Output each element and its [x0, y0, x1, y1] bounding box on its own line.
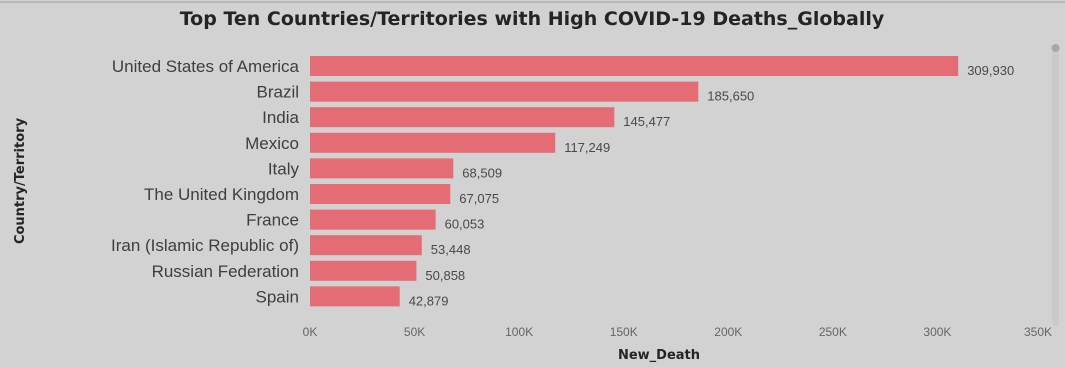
- bar[interactable]: [310, 235, 422, 256]
- chart-title: Top Ten Countries/Territories with High …: [180, 8, 885, 30]
- y-axis-title: Country/Territory: [13, 117, 28, 244]
- value-label: 53,448: [431, 242, 471, 257]
- x-tick-label: 50K: [404, 325, 425, 339]
- category-labels: United States of America Brazil India Mexic…: [111, 57, 300, 306]
- x-axis-title: New_Death: [618, 348, 700, 363]
- category-label: Iran (Islamic Republic of): [111, 236, 299, 255]
- value-label: 50,858: [425, 268, 465, 283]
- category-label: United States of America: [112, 57, 300, 76]
- scrollbar-thumb[interactable]: [1051, 44, 1060, 52]
- value-label: 67,075: [459, 191, 499, 206]
- x-tick-label: 200K: [714, 325, 742, 339]
- bar[interactable]: [310, 56, 959, 76]
- category-label: France: [246, 211, 299, 230]
- bar[interactable]: [310, 107, 615, 128]
- category-label: Mexico: [245, 134, 299, 153]
- category-label: India: [262, 108, 299, 127]
- x-tick-label: 350K: [1024, 325, 1052, 339]
- value-label: 42,879: [409, 293, 449, 308]
- value-label: 60,053: [445, 217, 485, 232]
- value-label: 309,930: [967, 63, 1014, 78]
- category-label: Italy: [268, 159, 300, 178]
- category-label: Spain: [256, 287, 299, 306]
- bar[interactable]: [310, 209, 436, 230]
- bar[interactable]: [310, 158, 454, 179]
- value-labels: 309,930 185,650 145,477 117,249 68,509 67,075…: [409, 63, 1015, 308]
- x-axis-ticks: 0K 50K 100K 150K 200K 250K 300K 350K: [303, 325, 1052, 339]
- x-tick-label: 250K: [819, 325, 847, 339]
- x-tick-label: 150K: [610, 325, 638, 339]
- x-tick-label: 0K: [303, 325, 318, 339]
- value-label: 117,249: [564, 140, 610, 155]
- bar[interactable]: [310, 132, 556, 153]
- bar[interactable]: [310, 260, 417, 281]
- bar[interactable]: [310, 184, 451, 204]
- bar[interactable]: [310, 286, 400, 307]
- bar[interactable]: [310, 81, 699, 102]
- x-tick-label: 300K: [923, 325, 951, 339]
- value-label: 185,650: [707, 89, 754, 104]
- bars-group: [310, 56, 959, 307]
- category-label: The United Kingdom: [144, 185, 299, 204]
- category-label: Russian Federation: [152, 262, 299, 281]
- x-tick-label: 100K: [505, 325, 533, 339]
- category-label: Brazil: [256, 83, 299, 102]
- scrollbar-track[interactable]: [1052, 44, 1059, 326]
- value-label: 68,509: [462, 165, 502, 180]
- value-label: 145,477: [623, 114, 670, 129]
